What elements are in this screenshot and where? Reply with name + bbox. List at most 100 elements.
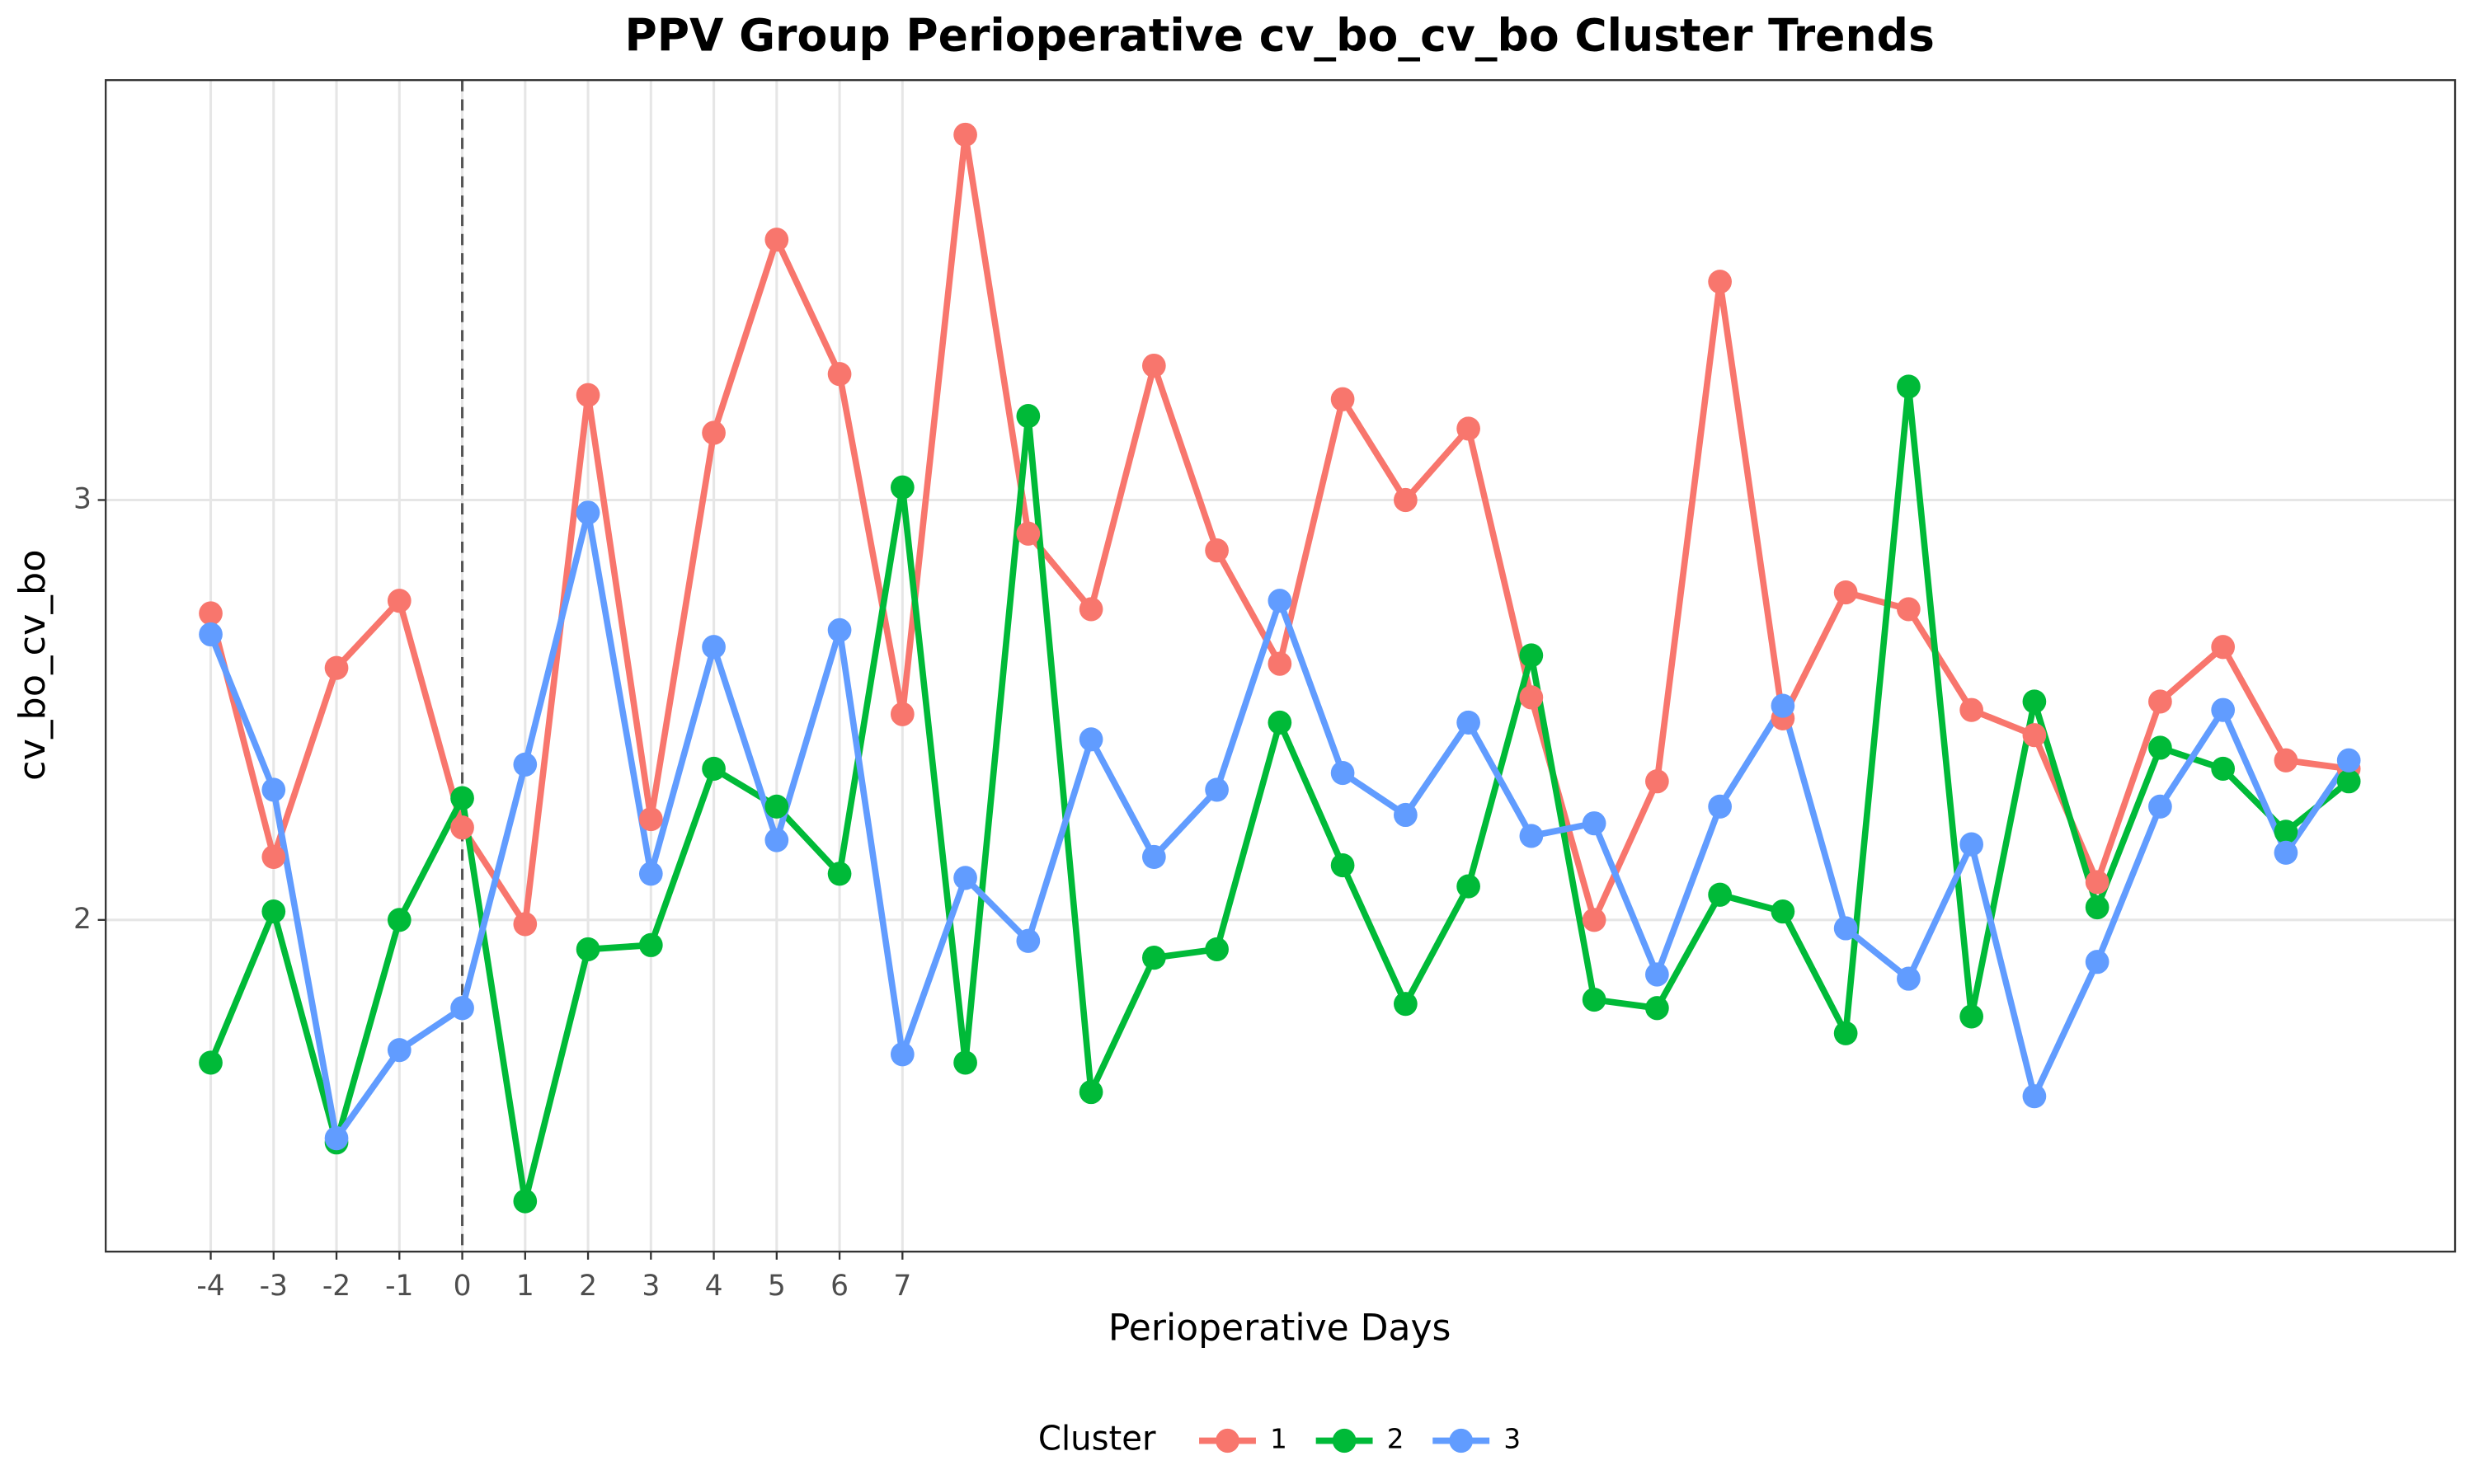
data-point (702, 420, 726, 445)
data-point (2211, 635, 2236, 660)
data-point (513, 912, 538, 937)
data-point (827, 362, 852, 387)
data-point (1330, 387, 1355, 411)
legend-item: 3 (1432, 1423, 1521, 1455)
y-axis-label: cv_bo_cv_bo (12, 549, 54, 781)
data-point (1456, 710, 1480, 735)
data-point (2336, 769, 2361, 794)
data-point (1708, 270, 1732, 294)
data-point (1645, 962, 1669, 987)
data-point (1959, 1004, 1983, 1029)
x-tick-label: 1 (516, 1270, 534, 1303)
data-point (1079, 727, 1103, 752)
data-point (576, 383, 600, 407)
data-point (1268, 710, 1292, 735)
x-tick-label: 4 (705, 1270, 723, 1303)
data-point (1394, 487, 1418, 513)
data-point (702, 635, 726, 660)
data-point (2274, 819, 2298, 844)
data-point (764, 828, 789, 852)
x-tick-label: 6 (830, 1270, 849, 1303)
data-point (261, 899, 286, 924)
plot (199, 80, 2361, 1252)
data-point (2148, 794, 2172, 819)
legend-item: 2 (1315, 1423, 1404, 1455)
data-point (1582, 987, 1606, 1012)
legend-label: 2 (1387, 1423, 1404, 1454)
data-point (1016, 928, 1041, 953)
data-point (1205, 538, 1229, 563)
data-point (764, 228, 789, 252)
legend-marker (1216, 1428, 1239, 1453)
data-point (1079, 597, 1103, 622)
data-point (261, 844, 286, 869)
legend: Cluster 1 2 3 (1038, 1418, 1521, 1458)
x-tick-label: -2 (322, 1270, 350, 1303)
data-point (1959, 697, 1983, 722)
legend-label: 3 (1503, 1423, 1521, 1454)
data-point (1330, 760, 1355, 786)
panel-border (105, 79, 2457, 1253)
data-point (324, 655, 349, 680)
data-point (2148, 689, 2172, 714)
data-point (387, 1038, 412, 1063)
x-tick-label: -4 (196, 1270, 224, 1303)
data-point (1582, 811, 1606, 836)
data-point (1897, 597, 1921, 622)
data-point (1456, 416, 1480, 441)
x-axis-label: Perioperative Days (1108, 1307, 1451, 1349)
data-point (890, 1042, 915, 1067)
data-point (890, 475, 915, 500)
data-point (1141, 844, 1166, 869)
data-point (638, 862, 663, 886)
data-point (638, 806, 663, 832)
data-point (827, 618, 852, 642)
data-point (513, 752, 538, 777)
data-point (1708, 882, 1732, 907)
data-point (638, 932, 663, 957)
data-point (1582, 908, 1606, 932)
x-tick-label: 0 (454, 1270, 472, 1303)
data-point (1645, 769, 1669, 794)
data-point (890, 702, 915, 726)
data-point (2274, 748, 2298, 773)
data-point (1268, 651, 1292, 676)
data-point (1833, 1021, 1858, 1045)
data-point (764, 794, 789, 819)
data-point (199, 1050, 223, 1075)
data-point (2211, 697, 2236, 722)
legend-title: Cluster (1038, 1418, 1156, 1458)
legend-label: 1 (1270, 1423, 1287, 1454)
data-point (1205, 777, 1229, 802)
data-point (2211, 756, 2236, 782)
data-point (450, 815, 474, 840)
data-point (2022, 1084, 2047, 1109)
x-tick-label: 3 (642, 1270, 660, 1303)
data-point (1959, 832, 1983, 857)
data-point (953, 1050, 977, 1075)
data-point (2085, 950, 2109, 974)
data-point (1771, 693, 1795, 718)
data-point (1645, 996, 1669, 1021)
data-point (1394, 992, 1418, 1017)
data-point (1141, 353, 1166, 378)
data-point (2085, 870, 2109, 895)
data-point (450, 996, 474, 1021)
y-tick-label: 2 (73, 903, 92, 936)
data-point (1771, 899, 1795, 924)
data-point (387, 908, 412, 932)
data-point (2022, 689, 2047, 714)
data-point (1016, 404, 1041, 429)
x-tick-label: -3 (260, 1270, 288, 1303)
x-tick-label: -1 (385, 1270, 413, 1303)
data-point (576, 937, 600, 962)
data-point (199, 601, 223, 626)
data-point (1268, 589, 1292, 613)
data-point (1897, 374, 1921, 399)
data-point (953, 122, 977, 147)
data-point (1456, 874, 1480, 899)
data-point (324, 1126, 349, 1151)
data-point (1897, 966, 1921, 991)
